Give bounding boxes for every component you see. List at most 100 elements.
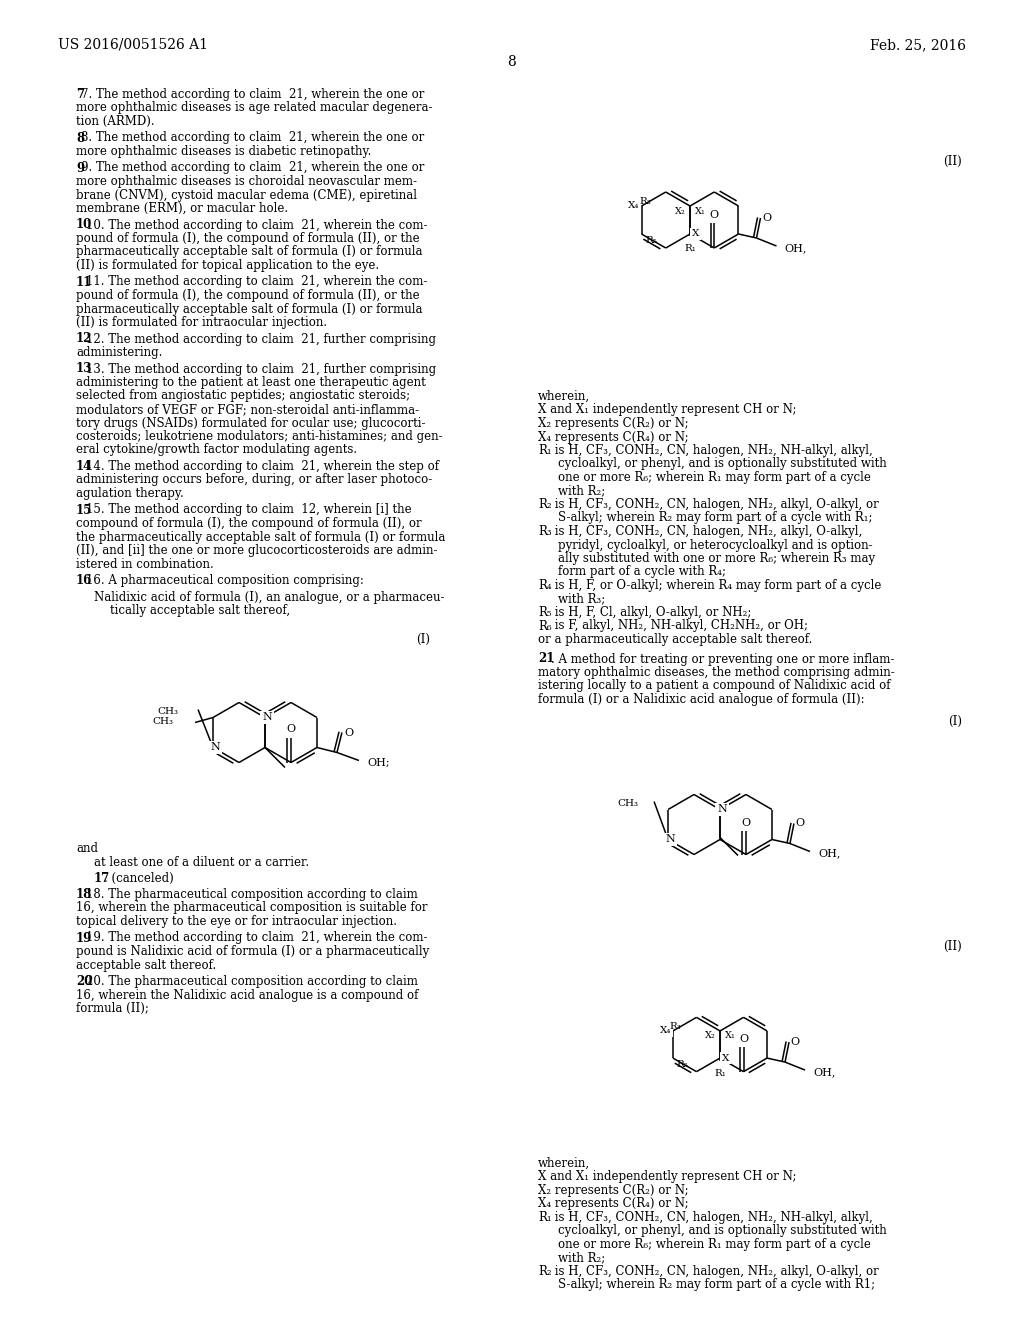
- Text: 10: 10: [76, 219, 92, 231]
- Text: 19. The method according to claim  21, wherein the com-: 19. The method according to claim 21, wh…: [86, 932, 428, 945]
- Text: compound of formula (I), the compound of formula (II), or: compound of formula (I), the compound of…: [76, 517, 422, 531]
- Text: is H, CF₃, CONH₂, CN, halogen, NH₂, alkyl, O-alkyl, or: is H, CF₃, CONH₂, CN, halogen, NH₂, alky…: [551, 498, 879, 511]
- Text: R₃: R₃: [538, 525, 552, 539]
- Text: one or more R₆; wherein R₁ may form part of a cycle: one or more R₆; wherein R₁ may form part…: [558, 1238, 870, 1250]
- Text: (II) is formulated for intraocular injection.: (II) is formulated for intraocular injec…: [76, 315, 327, 329]
- Text: tion (ARMD).: tion (ARMD).: [76, 115, 155, 128]
- Text: 11: 11: [76, 276, 92, 289]
- Text: R₁: R₁: [714, 1069, 726, 1078]
- Text: 10. The method according to claim  21, wherein the com-: 10. The method according to claim 21, wh…: [86, 219, 428, 231]
- Text: S-alkyl; wherein R₂ may form part of a cycle with R₁;: S-alkyl; wherein R₂ may form part of a c…: [558, 511, 872, 524]
- Text: X₂: X₂: [706, 1031, 716, 1040]
- Text: membrane (ERM), or macular hole.: membrane (ERM), or macular hole.: [76, 202, 288, 215]
- Text: S-alkyl; wherein R₂ may form part of a cycle with R1;: S-alkyl; wherein R₂ may form part of a c…: [558, 1278, 876, 1291]
- Text: formula (II);: formula (II);: [76, 1002, 148, 1015]
- Text: 12: 12: [76, 333, 92, 346]
- Text: 21: 21: [538, 652, 554, 665]
- Text: 11. The method according to claim  21, wherein the com-: 11. The method according to claim 21, wh…: [86, 276, 428, 289]
- Text: OH,: OH,: [813, 1067, 836, 1077]
- Text: O: O: [762, 213, 771, 223]
- Text: and: and: [76, 842, 98, 855]
- Text: R₆: R₆: [538, 619, 552, 632]
- Text: with R₂;: with R₂;: [558, 484, 605, 498]
- Text: 18: 18: [76, 888, 92, 902]
- Text: O: O: [796, 818, 805, 829]
- Text: pound of formula (I), the compound of formula (II), or the: pound of formula (I), the compound of fo…: [76, 289, 420, 302]
- Text: R₁: R₁: [684, 244, 696, 253]
- Text: R₁: R₁: [538, 444, 552, 457]
- Text: O: O: [791, 1038, 800, 1047]
- Text: the pharmaceutically acceptable salt of formula (I) or formula: the pharmaceutically acceptable salt of …: [76, 531, 445, 544]
- Text: X and X₁ independently represent CH or N;: X and X₁ independently represent CH or N…: [538, 1170, 797, 1183]
- Text: brane (CNVM), cystoid macular edema (CME), epiretinal: brane (CNVM), cystoid macular edema (CME…: [76, 189, 417, 202]
- Text: more ophthalmic diseases is choroidal neovascular mem-: more ophthalmic diseases is choroidal ne…: [76, 176, 417, 187]
- Text: 15. The method according to claim  12, wherein [i] the: 15. The method according to claim 12, wh…: [86, 503, 412, 516]
- Text: US 2016/0051526 A1: US 2016/0051526 A1: [58, 38, 208, 51]
- Text: 19: 19: [76, 932, 92, 945]
- Text: R₄: R₄: [538, 579, 552, 591]
- Text: CH₃: CH₃: [157, 708, 178, 717]
- Text: X₄: X₄: [628, 202, 640, 210]
- Text: is F, alkyl, NH₂, NH-alkyl, CH₂NH₂, or OH;: is F, alkyl, NH₂, NH-alkyl, CH₂NH₂, or O…: [551, 619, 808, 632]
- Text: N: N: [210, 742, 220, 752]
- Text: R₂: R₂: [538, 498, 552, 511]
- Text: R₃: R₃: [670, 1022, 682, 1031]
- Text: is H, F, Cl, alkyl, O-alkyl, or NH₂;: is H, F, Cl, alkyl, O-alkyl, or NH₂;: [551, 606, 752, 619]
- Text: cycloalkyl, or phenyl, and is optionally substituted with: cycloalkyl, or phenyl, and is optionally…: [558, 458, 887, 470]
- Text: 13: 13: [76, 363, 92, 375]
- Text: X: X: [692, 230, 699, 239]
- Text: matory ophthalmic diseases, the method comprising admin-: matory ophthalmic diseases, the method c…: [538, 667, 895, 678]
- Text: 8: 8: [508, 55, 516, 69]
- Text: Nalidixic acid of formula (I), an analogue, or a pharmaceu-: Nalidixic acid of formula (I), an analog…: [94, 590, 444, 603]
- Text: 14: 14: [76, 459, 92, 473]
- Text: O: O: [710, 210, 719, 220]
- Text: R₂: R₂: [538, 1265, 552, 1278]
- Text: more ophthalmic diseases is age related macular degenera-: more ophthalmic diseases is age related …: [76, 102, 432, 115]
- Text: pharmaceutically acceptable salt of formula (I) or formula: pharmaceutically acceptable salt of form…: [76, 246, 423, 259]
- Text: N: N: [717, 804, 727, 814]
- Text: N: N: [262, 713, 272, 722]
- Text: pound is Nalidixic acid of formula (I) or a pharmaceutically: pound is Nalidixic acid of formula (I) o…: [76, 945, 429, 958]
- Text: X₄: X₄: [659, 1027, 671, 1035]
- Text: 7: 7: [76, 88, 84, 102]
- Text: N: N: [666, 834, 675, 845]
- Text: acceptable salt thereof.: acceptable salt thereof.: [76, 958, 216, 972]
- Text: is H, F, or O-alkyl; wherein R₄ may form part of a cycle: is H, F, or O-alkyl; wherein R₄ may form…: [551, 579, 882, 591]
- Text: (II), and [ii] the one or more glucocorticosteroids are admin-: (II), and [ii] the one or more glucocort…: [76, 544, 437, 557]
- Text: administering occurs before, during, or after laser photoco-: administering occurs before, during, or …: [76, 474, 432, 487]
- Text: at least one of a diluent or a carrier.: at least one of a diluent or a carrier.: [94, 855, 309, 869]
- Text: cycloalkyl, or phenyl, and is optionally substituted with: cycloalkyl, or phenyl, and is optionally…: [558, 1224, 887, 1237]
- Text: R₅: R₅: [677, 1060, 688, 1069]
- Text: O: O: [287, 725, 296, 734]
- Text: X: X: [722, 1053, 729, 1063]
- Text: X₂ represents C(R₂) or N;: X₂ represents C(R₂) or N;: [538, 1184, 688, 1197]
- Text: 8: 8: [76, 132, 84, 144]
- Text: 16: 16: [76, 574, 92, 587]
- Text: ally substituted with one or more R₆; wherein R₃ may: ally substituted with one or more R₆; wh…: [558, 552, 876, 565]
- Text: 9: 9: [76, 161, 84, 174]
- Text: tically acceptable salt thereof,: tically acceptable salt thereof,: [110, 605, 290, 616]
- Text: X₄ represents C(R₄) or N;: X₄ represents C(R₄) or N;: [538, 1197, 688, 1210]
- Text: administering to the patient at least one therapeutic agent: administering to the patient at least on…: [76, 376, 426, 389]
- Text: tory drugs (NSAIDs) formulated for ocular use; glucocorti-: tory drugs (NSAIDs) formulated for ocula…: [76, 417, 426, 429]
- Text: 17: 17: [94, 871, 111, 884]
- Text: O: O: [344, 727, 353, 738]
- Text: R₅: R₅: [646, 236, 657, 246]
- Text: pound of formula (I), the compound of formula (II), or the: pound of formula (I), the compound of fo…: [76, 232, 420, 246]
- Text: 20: 20: [76, 975, 92, 987]
- Text: R₅: R₅: [538, 606, 552, 619]
- Text: X₁: X₁: [725, 1031, 736, 1040]
- Text: modulators of VEGF or FGF; non-steroidal anti-inflamma-: modulators of VEGF or FGF; non-steroidal…: [76, 403, 419, 416]
- Text: OH;: OH;: [367, 758, 389, 767]
- Text: X and X₁ independently represent CH or N;: X and X₁ independently represent CH or N…: [538, 404, 797, 417]
- Text: X₄ represents C(R₄) or N;: X₄ represents C(R₄) or N;: [538, 430, 688, 444]
- Text: more ophthalmic diseases is diabetic retinopathy.: more ophthalmic diseases is diabetic ret…: [76, 145, 372, 158]
- Text: O: O: [739, 1034, 749, 1044]
- Text: 20. The pharmaceutical composition according to claim: 20. The pharmaceutical composition accor…: [86, 975, 418, 987]
- Text: O: O: [741, 817, 751, 828]
- Text: CH₃: CH₃: [152, 718, 173, 726]
- Text: formula (I) or a Nalidixic acid analogue of formula (II):: formula (I) or a Nalidixic acid analogue…: [538, 693, 864, 706]
- Text: R₁: R₁: [538, 1210, 552, 1224]
- Text: istering locally to a patient a compound of Nalidixic acid of: istering locally to a patient a compound…: [538, 680, 891, 693]
- Text: OH,: OH,: [784, 243, 807, 253]
